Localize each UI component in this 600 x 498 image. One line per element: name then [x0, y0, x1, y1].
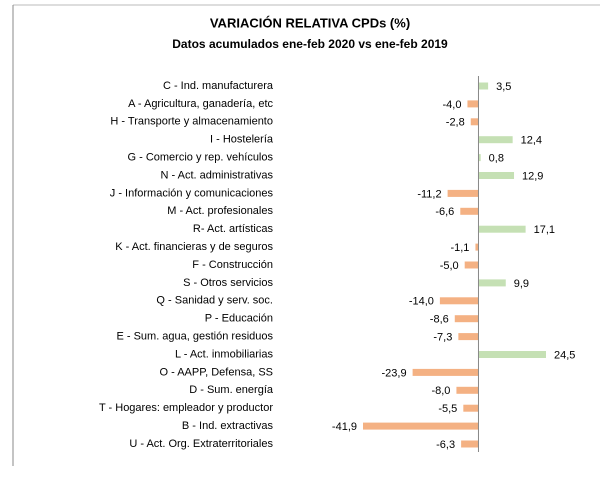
value-label: -5,5: [438, 403, 457, 415]
value-label: -11,2: [417, 188, 441, 200]
value-label: -6,3: [436, 439, 455, 451]
category-label: K - Act. financieras y de seguros: [115, 241, 273, 253]
category-label: T - Hogares: empleador y productor: [99, 402, 273, 414]
bar: [412, 368, 479, 376]
category-label: L - Act. inmobiliarias: [175, 348, 274, 360]
chart-subtitle: Datos acumulados ene-feb 2020 vs ene-feb…: [172, 37, 448, 51]
value-label: -8,6: [430, 314, 449, 326]
category-label: E - Sum. agua, gestión residuos: [116, 331, 273, 343]
bar: [460, 207, 479, 215]
bar: [478, 82, 489, 90]
value-label: -5,0: [440, 260, 459, 272]
category-label: H - Transporte y almacenamiento: [110, 116, 273, 128]
bar: [478, 136, 513, 144]
value-label: -14,0: [409, 296, 434, 308]
value-label: 17,1: [534, 224, 555, 236]
category-label: U - Act. Org. Extraterritoriales: [129, 438, 273, 450]
value-label: -7,3: [433, 332, 452, 344]
category-label: D - Sum. energía: [189, 384, 274, 396]
bar: [467, 100, 479, 108]
bar: [478, 225, 526, 233]
value-label: 12,4: [521, 135, 542, 147]
bar: [478, 172, 515, 179]
category-label: O - AAPP, Defensa, SS: [159, 366, 273, 378]
chart-title: VARIACIÓN RELATIVA CPDs (%): [210, 15, 410, 30]
category-label: J - Información y comunicaciones: [110, 187, 274, 199]
value-label: 24,5: [554, 349, 575, 361]
category-label: G - Comercio y rep. vehículos: [128, 152, 274, 164]
category-label: Q - Sanidad y serv. soc.: [156, 295, 273, 307]
category-label: I - Hostelería: [210, 134, 274, 146]
value-label: -6,6: [435, 206, 454, 218]
bar: [461, 440, 479, 448]
bar: [478, 279, 506, 287]
bar: [363, 422, 479, 430]
value-label: -8,0: [431, 385, 450, 397]
bar: [456, 386, 479, 394]
value-label: -4,0: [442, 99, 461, 111]
category-label: B - Ind. extractivas: [182, 420, 274, 432]
value-label: -23,9: [382, 367, 407, 379]
category-label: F - Construcción: [192, 259, 273, 271]
bar: [464, 261, 479, 269]
category-label: C - Ind. manufacturera: [163, 80, 274, 92]
value-label: -1,1: [450, 242, 469, 254]
category-label: M - Act. profesionales: [167, 205, 273, 217]
bar: [458, 333, 479, 341]
bar: [463, 404, 479, 412]
value-label: 3,5: [496, 81, 511, 93]
bar: [470, 118, 479, 126]
category-label: S - Otros servicios: [183, 277, 273, 289]
value-label: 12,9: [522, 170, 543, 182]
bar: [454, 315, 479, 323]
bar: [439, 297, 479, 305]
category-label: N - Act. administrativas: [161, 169, 274, 181]
bar: [447, 189, 479, 197]
bar: [475, 243, 479, 251]
value-label: 0,8: [489, 153, 504, 165]
category-label: A - Agricultura, ganadería, etc: [128, 98, 273, 110]
bar: [478, 351, 546, 358]
bar: [478, 154, 481, 162]
value-label: -2,8: [446, 117, 465, 129]
category-label: P - Educación: [205, 313, 273, 325]
category-label: R- Act. artísticas: [193, 223, 274, 235]
value-label: -41,9: [332, 421, 357, 433]
value-label: 9,9: [514, 278, 529, 290]
